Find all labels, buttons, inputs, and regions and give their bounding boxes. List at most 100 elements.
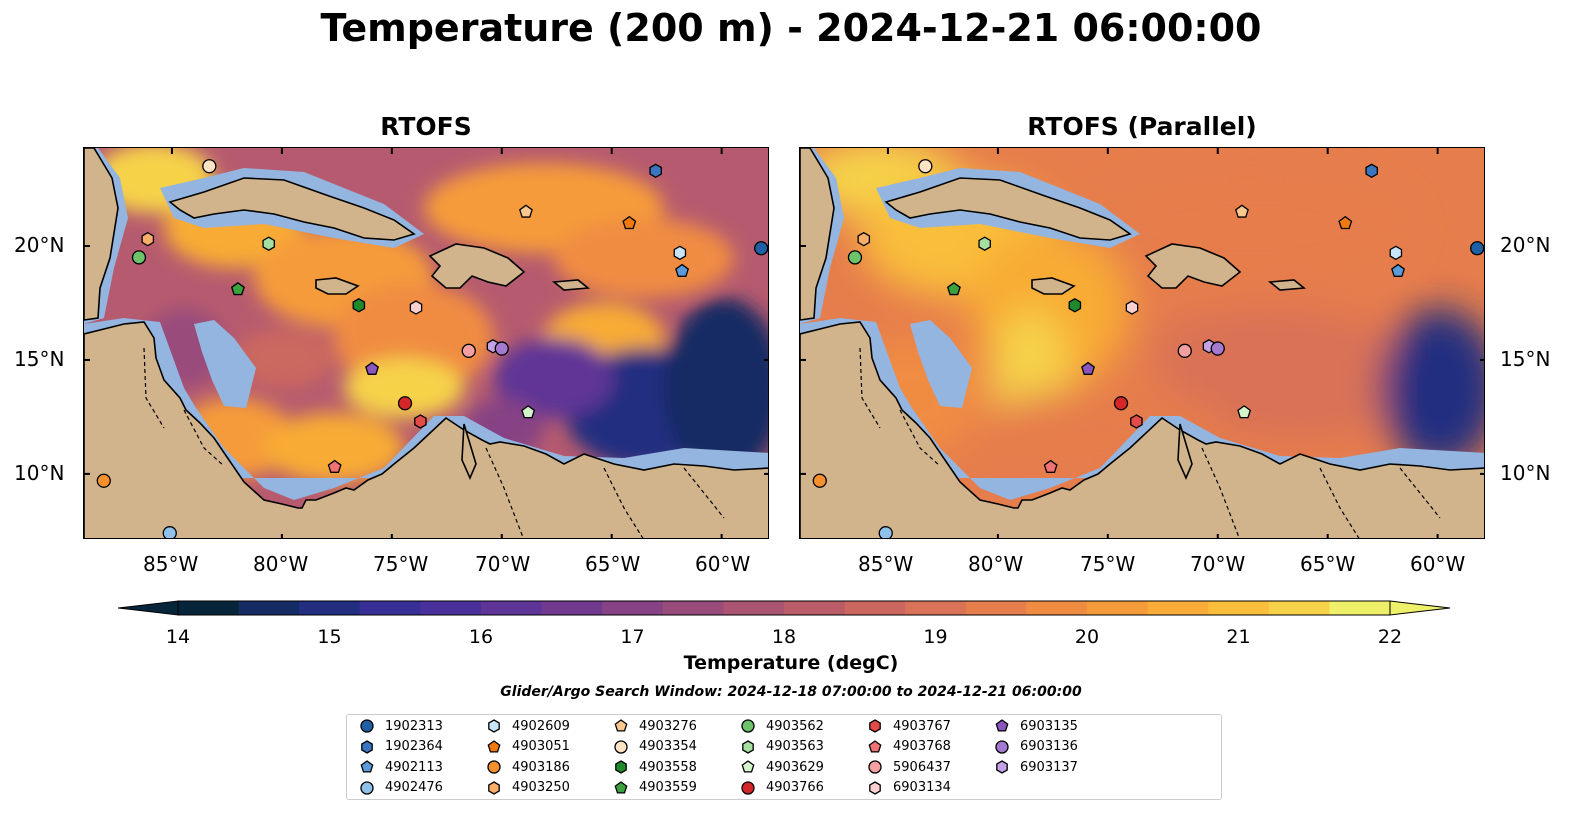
float-marker-4902609[interactable] — [673, 245, 687, 261]
float-marker-1902313[interactable] — [754, 241, 768, 256]
lon-label-60w-right: 60°W — [1410, 552, 1466, 576]
legend-swatch-4903558[interactable] — [615, 760, 627, 774]
float-marker-4903559[interactable] — [230, 281, 245, 296]
float-marker-4903354[interactable] — [918, 159, 933, 174]
legend-swatch-4902113[interactable] — [360, 760, 374, 773]
float-marker-4903768[interactable] — [1043, 459, 1058, 473]
float-marker-4903563[interactable] — [978, 236, 991, 251]
lat-label-20n-right: 20°N — [1500, 233, 1551, 257]
legend-label: 6903134 — [893, 780, 951, 795]
float-marker-4903563[interactable] — [262, 236, 275, 251]
legend-item-1902313: 1902313 — [359, 716, 443, 736]
legend-swatch-6903137[interactable] — [996, 760, 1008, 774]
land-mass — [84, 148, 119, 321]
colorbar-segment — [481, 601, 543, 615]
float-marker-6903135[interactable] — [1081, 361, 1095, 375]
legend-swatch-4902609[interactable] — [488, 719, 500, 733]
land-mass — [315, 277, 360, 295]
legend-swatch-6903136[interactable] — [995, 739, 1009, 754]
legend-swatch-5906437[interactable] — [868, 760, 882, 774]
float-marker-4902113[interactable] — [675, 263, 689, 277]
legend-swatch-4903767[interactable] — [869, 719, 881, 733]
float-marker-6903135[interactable] — [365, 361, 379, 375]
legend-swatch-4903250[interactable] — [488, 780, 500, 795]
legend-swatch-4903768[interactable] — [868, 739, 882, 752]
hexagon-marker-icon — [488, 719, 500, 733]
map-panel-rtofs-parallel[interactable] — [799, 147, 1485, 539]
float-marker-4903186[interactable] — [812, 473, 827, 488]
legend-swatch-6903134[interactable] — [869, 780, 881, 795]
float-marker-6903134[interactable] — [1125, 300, 1139, 315]
float-marker-4903559[interactable] — [946, 281, 961, 296]
float-marker-5906437[interactable] — [1177, 343, 1192, 358]
circle-marker-icon — [868, 760, 882, 774]
float-marker-4903051[interactable] — [1338, 215, 1353, 230]
float-marker-4902476[interactable] — [878, 526, 893, 539]
legend-label: 4903562 — [766, 718, 824, 734]
legend-swatch-4903354[interactable] — [614, 739, 628, 754]
float-marker-4902476[interactable] — [162, 526, 177, 539]
float-marker-4903629[interactable] — [521, 405, 536, 419]
float-marker-4903558[interactable] — [352, 298, 366, 313]
legend-swatch-4903563[interactable] — [742, 739, 754, 754]
float-marker-6903136[interactable] — [1210, 341, 1225, 356]
legend-item-4903250: 4903250 — [486, 778, 570, 798]
float-marker-4903354[interactable] — [202, 159, 217, 174]
float-marker-4903562[interactable] — [847, 250, 863, 265]
float-marker-6903134[interactable] — [409, 300, 423, 315]
float-marker-4903250[interactable] — [141, 231, 155, 247]
legend-swatch-4903562[interactable] — [741, 719, 755, 733]
hexagon-marker-icon — [361, 739, 373, 754]
legend-swatch-4903276[interactable] — [614, 719, 628, 732]
colorbar-segment — [1087, 601, 1149, 615]
colorbar-segment — [1147, 601, 1209, 615]
float-marker-1902313[interactable] — [1470, 241, 1484, 256]
legend-swatch-4903629[interactable] — [741, 760, 755, 773]
float-marker-4902609[interactable] — [1389, 245, 1403, 261]
float-marker-4903051[interactable] — [622, 215, 637, 230]
float-marker-4903562[interactable] — [131, 250, 147, 265]
legend-swatch-4903766[interactable] — [741, 780, 755, 795]
pentagon-marker-icon — [868, 739, 882, 752]
float-marker-4903767[interactable] — [414, 414, 427, 429]
map-rtofs-parallel-svg — [800, 148, 1484, 539]
legend-swatch-4903186[interactable] — [487, 760, 501, 774]
circle-marker-icon — [995, 739, 1009, 754]
legend-item-4903354: 4903354 — [613, 737, 697, 757]
legend-swatch-1902364[interactable] — [361, 739, 373, 754]
map-panel-rtofs[interactable] — [83, 147, 769, 539]
legend-swatch-4903559[interactable] — [614, 780, 628, 793]
colorbar-tick-label: 19 — [923, 626, 948, 648]
float-marker-4903186[interactable] — [96, 473, 111, 488]
float-marker-4903768[interactable] — [327, 459, 342, 473]
legend-swatch-4903051[interactable] — [487, 739, 501, 752]
colorbar-segment — [602, 601, 664, 615]
float-marker-5906437[interactable] — [461, 343, 476, 358]
float-marker-4903767[interactable] — [1130, 414, 1143, 429]
colorbar-segment — [905, 601, 967, 615]
land-mass — [1144, 243, 1242, 289]
float-marker-4903276[interactable] — [518, 204, 533, 218]
float-marker-4902113[interactable] — [1391, 263, 1405, 277]
float-marker-4903276[interactable] — [1234, 204, 1249, 218]
legend-label: 4903629 — [766, 759, 824, 775]
country-border — [1319, 467, 1360, 538]
legend-swatch-6903135[interactable] — [995, 719, 1009, 732]
legend-label: 4903276 — [639, 718, 697, 734]
float-marker-1902364[interactable] — [1365, 163, 1378, 179]
float-marker-6903136[interactable] — [494, 341, 509, 356]
float-marker-1902364[interactable] — [649, 163, 662, 179]
colorbar-tick-label: 15 — [317, 626, 342, 648]
float-marker-4903766[interactable] — [1113, 396, 1129, 411]
float-marker-4903629[interactable] — [1237, 405, 1252, 419]
float-marker-4903250[interactable] — [857, 231, 871, 247]
hexagon-marker-icon — [996, 760, 1008, 774]
legend-swatch-1902313[interactable] — [360, 719, 374, 733]
legend-swatch-4902476[interactable] — [360, 780, 374, 795]
float-marker-4903558[interactable] — [1068, 298, 1082, 313]
land-mass — [551, 279, 591, 291]
float-marker-4903766[interactable] — [397, 396, 413, 411]
pentagon-marker-icon — [741, 760, 755, 773]
colorbar-segment — [359, 601, 421, 615]
colorbar-over-arrow — [1389, 600, 1451, 616]
